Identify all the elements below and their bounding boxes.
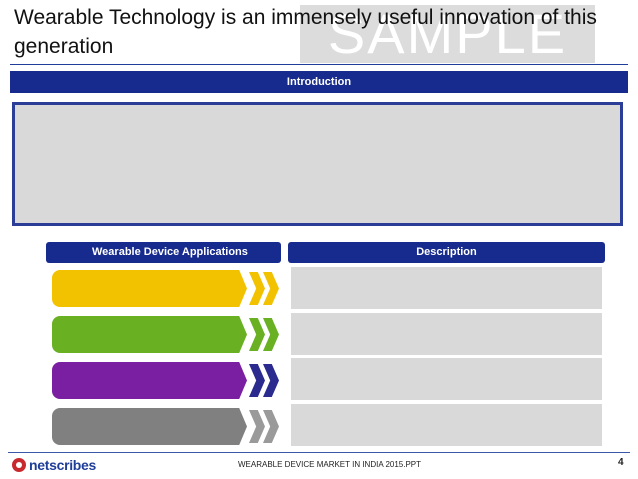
applications-header: Wearable Device Applications [46, 242, 281, 263]
chevron-icon [249, 364, 265, 397]
chevron-icon [263, 318, 279, 351]
netscribes-logo-text: netscribes [29, 457, 97, 473]
application-row-2 [52, 316, 280, 353]
introduction-header: Introduction [10, 71, 628, 93]
description-box-2 [291, 313, 602, 355]
chevron-icon [263, 410, 279, 443]
description-box-4 [291, 404, 602, 446]
footer-divider [8, 452, 630, 453]
application-row-4 [52, 408, 280, 445]
application-pill-3 [52, 362, 247, 399]
sample-watermark: SAMPLE [300, 5, 595, 63]
application-row-1 [52, 270, 280, 307]
title-divider [10, 64, 628, 65]
netscribes-logo-icon [12, 458, 26, 472]
introduction-content-box [12, 102, 623, 226]
page-number: 4 [618, 457, 624, 468]
application-pill-1 [52, 270, 247, 307]
description-header: Description [288, 242, 605, 263]
chevron-icon [263, 272, 279, 305]
chevron-icon [263, 364, 279, 397]
application-pill-2 [52, 316, 247, 353]
description-box-1 [291, 267, 602, 309]
chevron-icon [249, 272, 265, 305]
chevron-icon [249, 410, 265, 443]
chevron-icon [249, 318, 265, 351]
application-pill-4 [52, 408, 247, 445]
footer-document-name: WEARABLE DEVICE MARKET IN INDIA 2015.PPT [238, 460, 422, 469]
description-box-3 [291, 358, 602, 400]
application-row-3 [52, 362, 280, 399]
netscribes-logo: netscribes [12, 457, 96, 473]
slide-title: Wearable Technology is an immensely usef… [14, 6, 597, 58]
applications-header-label: Wearable Device Applications [92, 246, 248, 258]
